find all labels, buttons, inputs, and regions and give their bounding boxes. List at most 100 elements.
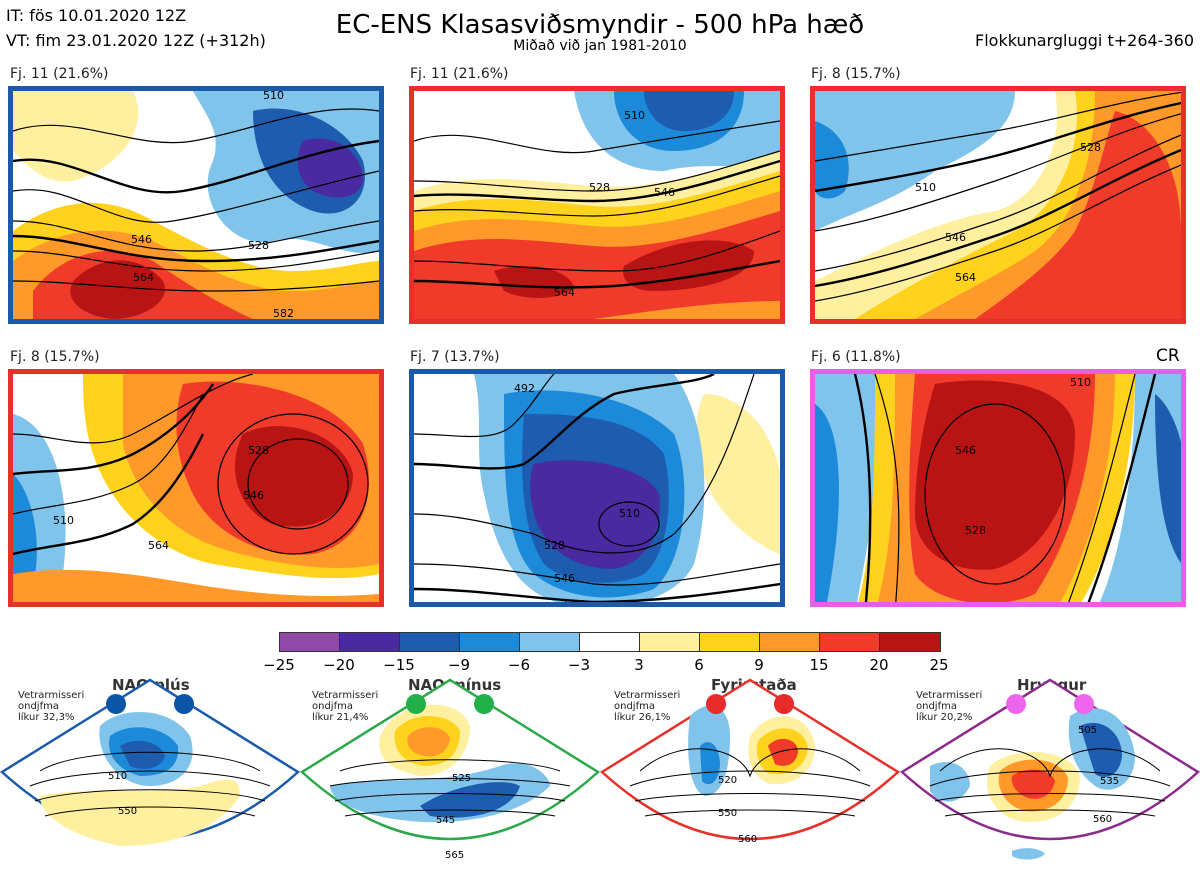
cluster-map-6[interactable]: 546 528 510 [810, 369, 1186, 607]
regime-2-contour-545: 545 [436, 815, 455, 826]
map-3-contour-546: 546 [945, 231, 966, 244]
regime-info-line: ondjfma [18, 701, 59, 712]
map-1-svg: 528 564 546 510 582 [13, 91, 379, 319]
regime-info-line: ondjfma [916, 701, 957, 712]
cluster-map-1[interactable]: 528 564 546 510 582 [8, 86, 384, 324]
colorbar [279, 632, 941, 652]
colorbar-tick: −6 [507, 656, 531, 674]
regime-info-line: líkur 32,3% [18, 712, 75, 723]
map-3-contour-510: 510 [915, 181, 936, 194]
regime-info-line: Vetrarmisseri [916, 690, 983, 701]
map-2-contour-564: 564 [554, 286, 575, 299]
map-5-contour-510: 510 [619, 507, 640, 520]
regime-info-line: líkur 21,4% [312, 712, 369, 723]
map-4-contour-564: 564 [148, 539, 169, 552]
regime-info-line: Vetrarmisseri [614, 690, 681, 701]
map-6-svg: 546 528 510 [815, 374, 1181, 602]
colorbar-tick: 9 [754, 656, 764, 674]
colorbar-swatch [820, 633, 880, 651]
regime-2-info: Vetrarmisseri ondjfma líkur 21,4% [312, 690, 378, 723]
regime-3-contour-550: 550 [718, 808, 737, 819]
regime-2-contour-565: 565 [445, 850, 464, 861]
colorbar-tick: 25 [929, 656, 949, 674]
map-2-contour-510: 510 [624, 109, 645, 122]
page-title: EC-ENS Klasasviðsmyndir - 500 hPa hæð [335, 10, 865, 40]
initial-time: IT: fös 10.01.2020 12Z [6, 6, 187, 25]
colorbar-swatch [760, 633, 820, 651]
regime-3-svg: 520 550 560 [600, 678, 900, 845]
regime-info-line: líkur 26,1% [614, 712, 671, 723]
regime-3-contour-560: 560 [738, 834, 757, 845]
regime-3-dot-left [706, 694, 726, 714]
regime-2-svg: 525 545 565 [300, 678, 600, 861]
regime-4-dot-right [1074, 694, 1094, 714]
colorbar-swatch [640, 633, 700, 651]
colorbar-swatch [400, 633, 460, 651]
cluster-map-2[interactable]: 546 528 510 564 [409, 86, 785, 324]
regime-4-svg: 505 535 560 [900, 678, 1200, 860]
valid-time: VT: fim 23.01.2020 12Z (+312h) [6, 31, 266, 50]
colorbar-tick: 20 [869, 656, 889, 674]
colorbar-tick: −25 [263, 656, 295, 674]
colorbar-swatch [460, 633, 520, 651]
panel-5-label: Fj. 7 (13.7%) [410, 349, 500, 365]
cluster-map-5[interactable]: 492 510 528 546 564 [409, 369, 785, 607]
panel-6-label: Fj. 6 (11.8%) [811, 349, 901, 365]
regime-2-contour-525: 525 [452, 773, 471, 784]
map-1-contour-528: 528 [248, 239, 269, 252]
regime-nao-plus[interactable]: 510 550 [0, 676, 300, 871]
cluster-map-3[interactable]: 528 510 546 564 [810, 86, 1186, 324]
panel-4-label: Fj. 8 (15.7%) [10, 349, 100, 365]
map-4-contour-546: 546 [243, 489, 264, 502]
regime-4-contour-535: 535 [1100, 776, 1119, 787]
map-1-contour-564: 564 [133, 271, 154, 284]
colorbar-swatch [700, 633, 760, 651]
cluster-map-4[interactable]: 528 546 510 564 [8, 369, 384, 607]
regime-info-line: Vetrarmisseri [312, 690, 379, 701]
map-5-svg: 492 510 528 546 564 [414, 374, 780, 607]
regime-1-svg: 510 550 [0, 678, 300, 846]
map-1-contour-510: 510 [263, 91, 284, 102]
regime-1-dot-right [174, 694, 194, 714]
regime-1-dot-left [106, 694, 126, 714]
map-5-contour-546: 546 [554, 572, 575, 585]
map-5-contour-564: 564 [564, 598, 585, 607]
colorbar-tick: −9 [447, 656, 471, 674]
regime-1-contour-510: 510 [108, 771, 127, 782]
panel-3-label: Fj. 8 (15.7%) [811, 66, 901, 82]
regime-ridge[interactable]: 505 535 560 [900, 676, 1200, 871]
regime-3-contour-520: 520 [718, 775, 737, 786]
colorbar-tick: −20 [323, 656, 355, 674]
regime-2-dot-right [474, 694, 494, 714]
regime-nao-minus[interactable]: 525 545 565 [300, 676, 600, 871]
colorbar-swatch [280, 633, 340, 651]
panel-1-label: Fj. 11 (21.6%) [10, 66, 109, 82]
colorbar-tick: −15 [383, 656, 415, 674]
map-2-contour-528: 528 [589, 181, 610, 194]
map-3-svg: 528 510 546 564 [815, 91, 1181, 319]
colorbar-swatch [580, 633, 640, 651]
colorbar-swatch [340, 633, 400, 651]
colorbar-tick: 6 [694, 656, 704, 674]
map-6-contour-546: 546 [955, 444, 976, 457]
regime-4-info: Vetrarmisseri ondjfma líkur 20,2% [916, 690, 982, 723]
page-subtitle: Miðað við jan 1981-2010 [513, 38, 687, 54]
map-1-contour-546: 546 [131, 233, 152, 246]
map-4-contour-510: 510 [53, 514, 74, 527]
regime-blocking[interactable]: 520 550 560 [600, 676, 900, 871]
map-3-contour-564: 564 [955, 271, 976, 284]
colorbar-tick: 15 [809, 656, 829, 674]
regime-1-contour-550: 550 [118, 806, 137, 817]
map-5-contour-492: 492 [514, 382, 535, 395]
map-6-contour-528: 528 [965, 524, 986, 537]
map-4-svg: 528 546 510 564 [13, 374, 379, 602]
regime-info-line: ondjfma [312, 701, 353, 712]
map-5-contour-528: 528 [544, 539, 565, 552]
map-4-contour-528: 528 [248, 444, 269, 457]
panel-2-label: Fj. 11 (21.6%) [410, 66, 509, 82]
regime-4-contour-560: 560 [1093, 814, 1112, 825]
regime-3-info: Vetrarmisseri ondjfma líkur 26,1% [614, 690, 680, 723]
colorbar-swatch [520, 633, 580, 651]
regime-2-dot-left [406, 694, 426, 714]
regime-4-contour-505: 505 [1078, 725, 1097, 736]
